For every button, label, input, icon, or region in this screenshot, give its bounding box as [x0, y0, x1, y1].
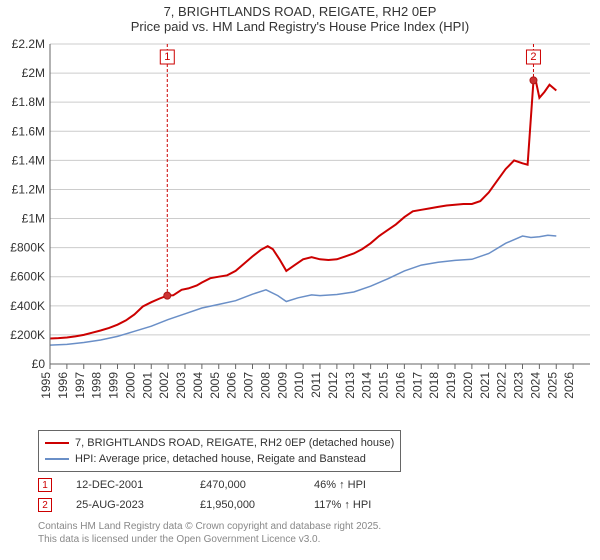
- xtick-label: 2017: [410, 372, 424, 399]
- trade-pct: 117% ↑ HPI: [314, 499, 414, 511]
- xtick-label: 2004: [191, 372, 205, 399]
- marker-dot: [530, 77, 537, 84]
- trade-row: 1 12-DEC-2001 £470,000 46% ↑ HPI: [38, 475, 414, 495]
- xtick-label: 2021: [478, 372, 492, 399]
- ytick-label: £0: [32, 357, 46, 371]
- xtick-label: 2013: [343, 372, 357, 399]
- xtick-label: 2019: [444, 372, 458, 399]
- series-hpi: [50, 235, 556, 345]
- trade-date: 12-DEC-2001: [76, 479, 176, 491]
- xtick-label: 2022: [495, 372, 509, 399]
- line-chart-svg: £0 £200K £400K £600K £800K £1M £1.2M £1.4M £1.6M…: [0, 38, 600, 418]
- xtick-label: 2003: [174, 372, 188, 399]
- legend: 7, BRIGHTLANDS ROAD, REIGATE, RH2 0EP (d…: [38, 430, 401, 472]
- marker-number: 1: [164, 51, 170, 63]
- xtick-label: 1995: [39, 372, 53, 399]
- xtick-label: 2018: [427, 372, 441, 399]
- ytick-label: £600K: [10, 270, 45, 284]
- chart-title-line1: 7, BRIGHTLANDS ROAD, REIGATE, RH2 0EP: [0, 0, 600, 19]
- marker-dot: [164, 292, 171, 299]
- ytick-label: £200K: [10, 328, 45, 342]
- trade-table: 1 12-DEC-2001 £470,000 46% ↑ HPI 2 25-AUG-202…: [38, 475, 414, 515]
- xtick-label: 2011: [309, 372, 323, 398]
- xtick-label: 2010: [292, 372, 306, 399]
- footer-line2: This data is licensed under the Open Gov…: [38, 533, 381, 546]
- xtick-label: 1997: [73, 372, 87, 399]
- xtick-label: 2002: [157, 372, 171, 399]
- ytick-label: £2M: [22, 66, 45, 80]
- trade-pct: 46% ↑ HPI: [314, 479, 414, 491]
- xtick-label: 2016: [393, 372, 407, 399]
- chart-area: £0 £200K £400K £600K £800K £1M £1.2M £1.4M £1.6M…: [0, 38, 600, 418]
- ytick-label: £2.2M: [12, 38, 45, 51]
- trade-marker: 2: [38, 498, 52, 512]
- xtick-label: 2001: [140, 372, 154, 399]
- xtick-label: 1999: [107, 372, 121, 399]
- xtick-label: 1996: [56, 372, 70, 399]
- xtick-label: 1998: [90, 372, 104, 399]
- ytick-label: £400K: [10, 299, 45, 313]
- xtick-label: 2006: [225, 372, 239, 399]
- xtick-label: 2026: [562, 372, 576, 399]
- legend-label: HPI: Average price, detached house, Reig…: [75, 451, 366, 467]
- xtick-label: 2023: [512, 372, 526, 399]
- trade-price: £470,000: [200, 479, 290, 491]
- ytick-label: £800K: [10, 241, 45, 255]
- trade-date: 25-AUG-2023: [76, 499, 176, 511]
- xtick-label: 2008: [258, 372, 272, 399]
- xtick-label: 2007: [242, 372, 256, 399]
- footer: Contains HM Land Registry data © Crown c…: [38, 520, 381, 546]
- footer-line1: Contains HM Land Registry data © Crown c…: [38, 520, 381, 533]
- xtick-label: 2009: [275, 372, 289, 399]
- legend-label: 7, BRIGHTLANDS ROAD, REIGATE, RH2 0EP (d…: [75, 435, 394, 451]
- xtick-label: 2000: [123, 372, 137, 399]
- legend-row: 7, BRIGHTLANDS ROAD, REIGATE, RH2 0EP (d…: [45, 435, 394, 451]
- xtick-label: 2020: [461, 372, 475, 399]
- legend-row: HPI: Average price, detached house, Reig…: [45, 451, 394, 467]
- ytick-label: £1.8M: [12, 95, 45, 109]
- legend-swatch: [45, 442, 69, 444]
- xtick-label: 2015: [377, 372, 391, 399]
- ytick-label: £1.2M: [12, 182, 45, 196]
- series-price_paid: [50, 80, 556, 338]
- trade-marker: 1: [38, 478, 52, 492]
- xtick-label: 2025: [545, 372, 559, 399]
- trade-price: £1,950,000: [200, 499, 290, 511]
- trade-row: 2 25-AUG-2023 £1,950,000 117% ↑ HPI: [38, 495, 414, 515]
- xtick-label: 2012: [326, 372, 340, 399]
- marker-number: 2: [530, 51, 536, 63]
- xtick-label: 2014: [360, 372, 374, 399]
- ytick-label: £1M: [22, 212, 45, 226]
- chart-title-line2: Price paid vs. HM Land Registry's House …: [0, 19, 600, 36]
- legend-swatch: [45, 458, 69, 460]
- xtick-label: 2005: [208, 372, 222, 399]
- ytick-label: £1.6M: [12, 124, 45, 138]
- ytick-label: £1.4M: [12, 153, 45, 167]
- xtick-label: 2024: [528, 372, 542, 399]
